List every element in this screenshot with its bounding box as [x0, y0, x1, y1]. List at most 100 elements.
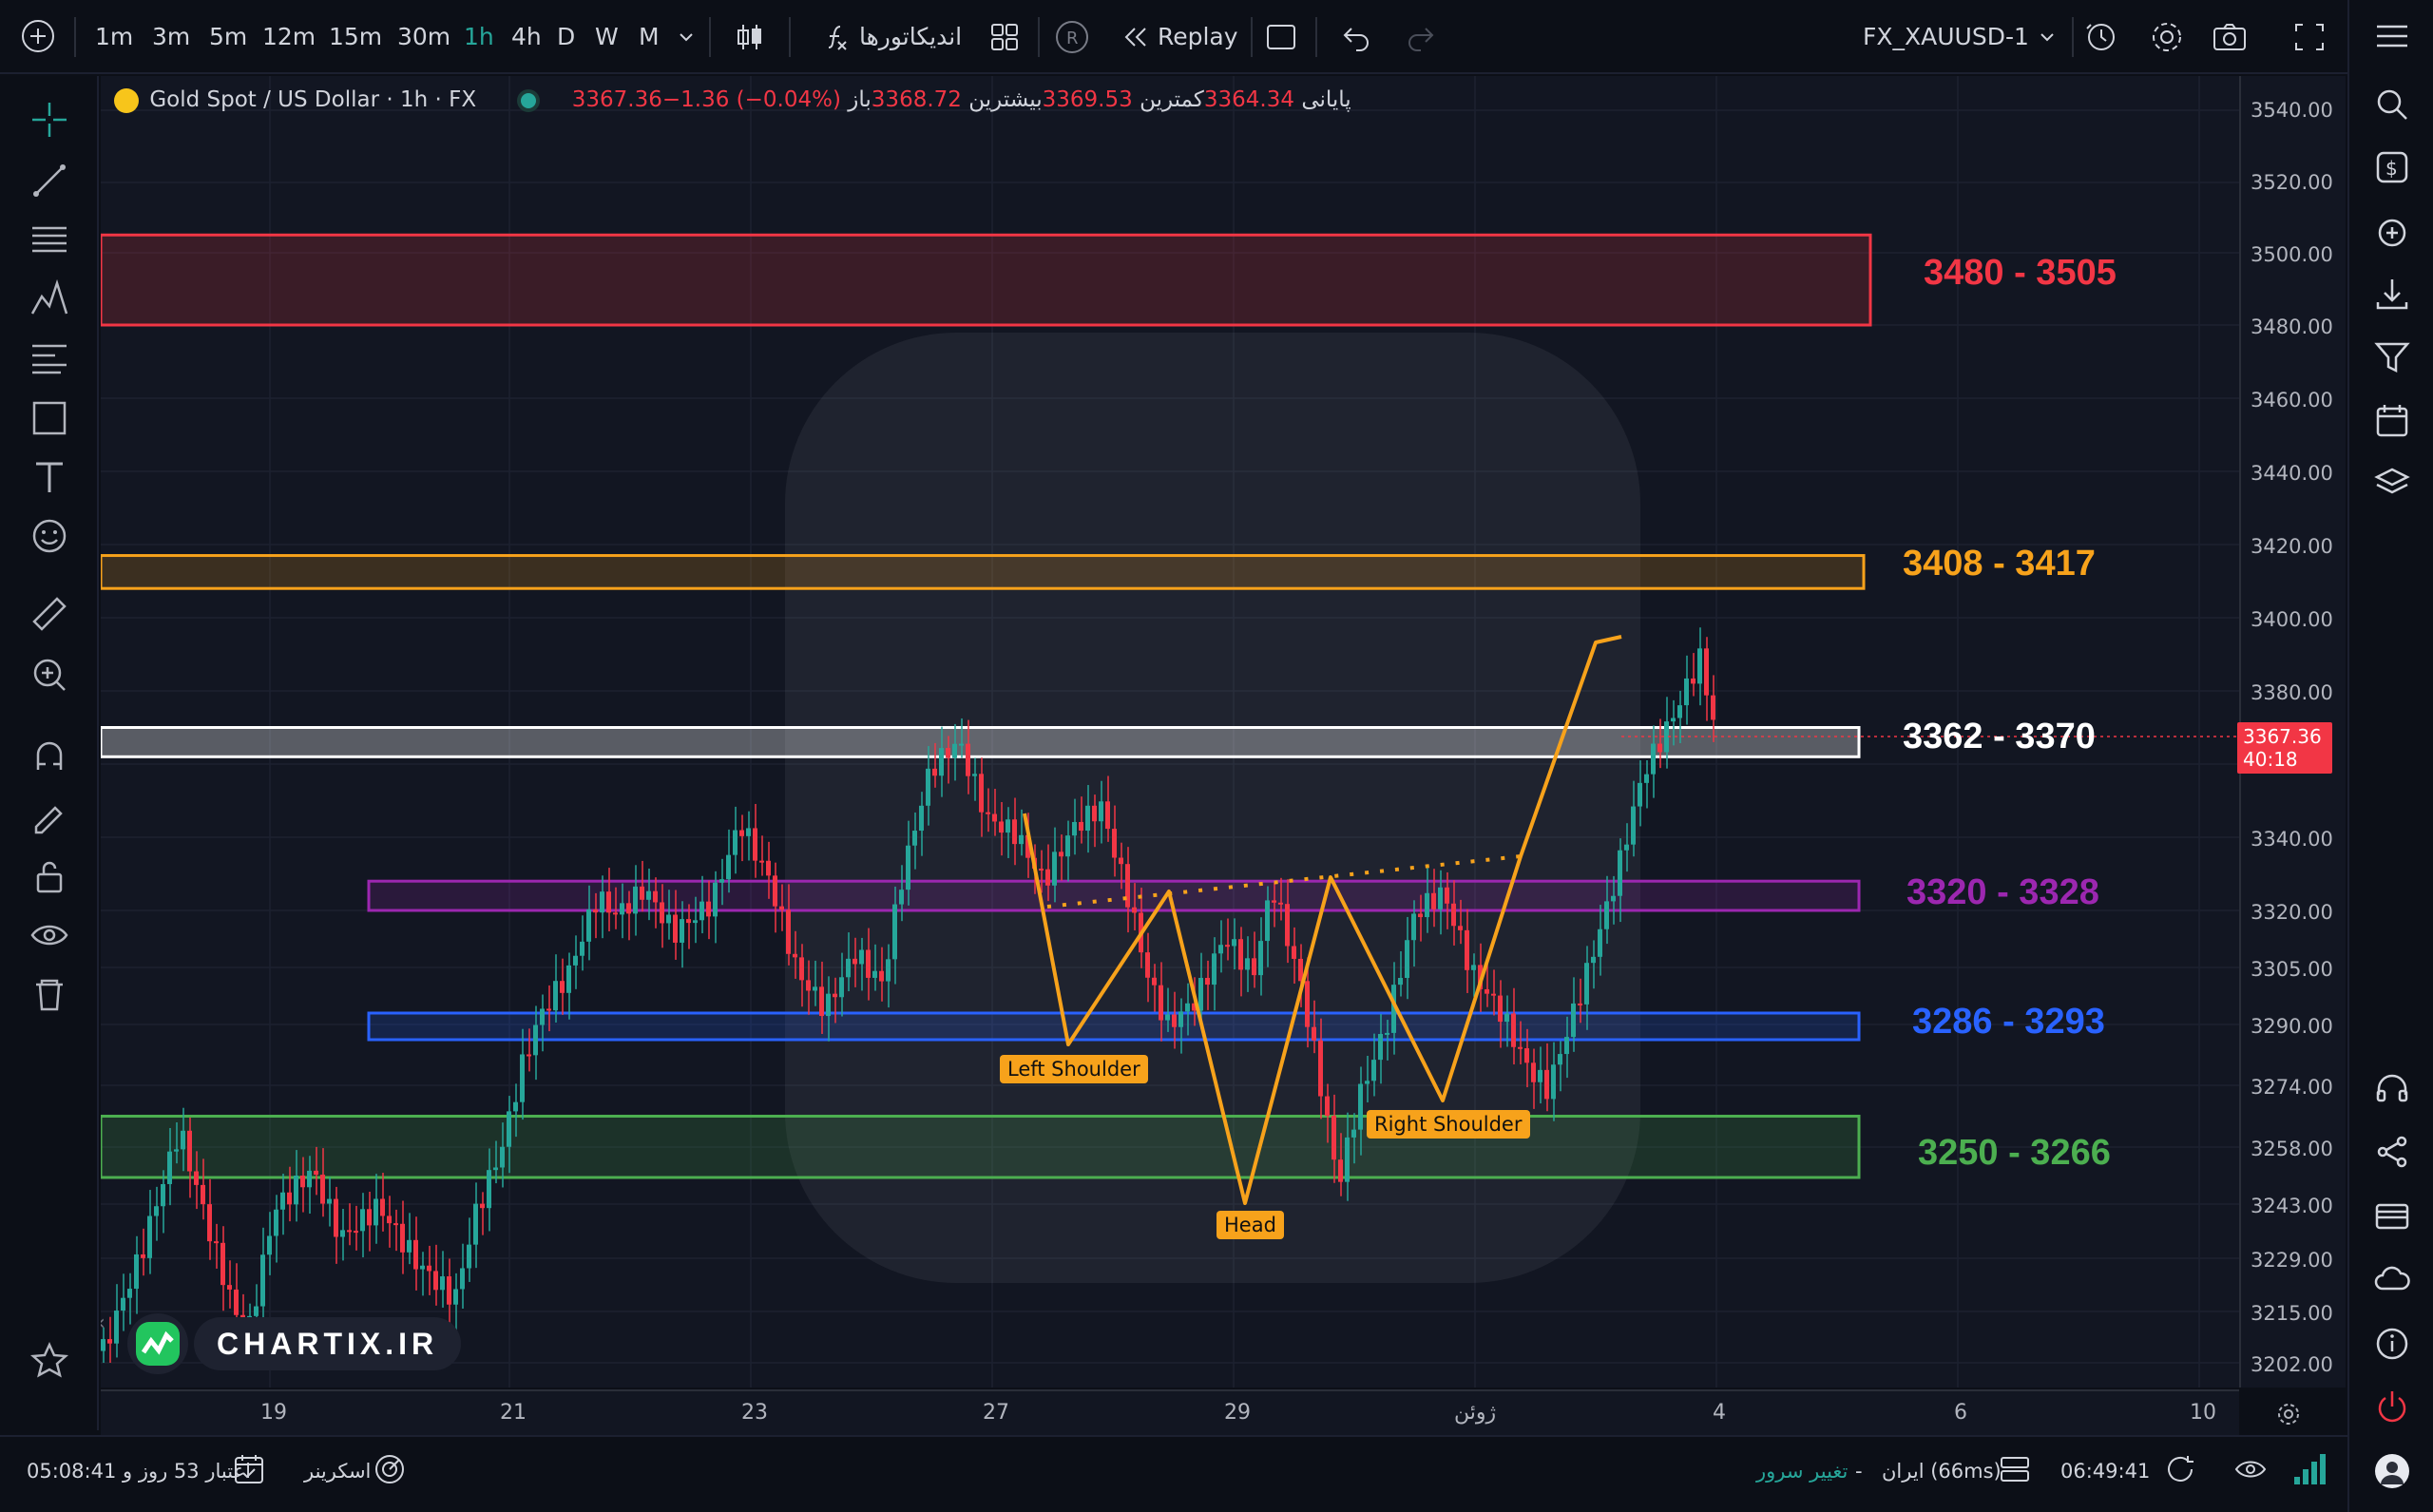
emoji-icon[interactable] [25, 511, 74, 561]
screener-label[interactable]: اسکرینر [304, 1460, 372, 1483]
candle-body [274, 1209, 278, 1236]
candle-body [154, 1206, 159, 1216]
fullscreen-icon[interactable] [2290, 17, 2328, 57]
cloud-icon[interactable] [2367, 1254, 2417, 1304]
separator-dash: - [1855, 1460, 1863, 1483]
candle-body [127, 1289, 132, 1298]
candle-body [287, 1192, 292, 1205]
text-tool-icon[interactable] [25, 452, 74, 502]
candle-body [1504, 1013, 1509, 1023]
alert-icon[interactable] [2083, 17, 2121, 57]
refresh-icon[interactable] [2163, 1452, 2197, 1486]
ruler-icon[interactable] [25, 589, 74, 639]
horizontal-lines-icon[interactable] [25, 215, 74, 264]
menu-hamburger-icon[interactable] [2367, 11, 2417, 61]
market-status-dot-icon [521, 92, 537, 108]
candle-body [1305, 981, 1310, 1027]
candle-body [706, 901, 711, 917]
candle-body [1225, 945, 1230, 947]
timeframe-1m[interactable]: 1m [95, 23, 134, 50]
favorites-star-icon[interactable] [25, 1336, 74, 1386]
crosshair-icon[interactable] [25, 95, 74, 144]
timeframe-dropdown-chevron-icon[interactable] [677, 17, 696, 57]
candle-body [1245, 958, 1250, 970]
eye-icon[interactable] [25, 910, 74, 960]
indicators-button[interactable]: اندیکاتورها [823, 17, 962, 57]
search-icon[interactable] [2367, 80, 2417, 129]
candle-body [340, 1230, 345, 1237]
server-icon[interactable] [1998, 1452, 2032, 1486]
candle-body [1351, 1129, 1356, 1138]
magnet-icon[interactable] [25, 732, 74, 781]
avatar[interactable] [2367, 1446, 2417, 1496]
timeframe-12m[interactable]: 12m [262, 23, 316, 50]
r-badge-icon[interactable]: R [1053, 17, 1091, 57]
replay-button[interactable]: Replay [1121, 17, 1238, 57]
candle-body [1618, 850, 1622, 896]
candle-body [267, 1235, 272, 1255]
candle-body [1125, 864, 1130, 908]
zoom-in-icon[interactable] [25, 650, 74, 699]
candle-body [1684, 678, 1689, 706]
price-chart[interactable] [101, 76, 2239, 1388]
chart-pane[interactable]: 3480 - 3505 3408 - 3417 3362 - 3370 3320… [101, 76, 2239, 1388]
symbol-selector[interactable]: FX_XAUUSD-1 [1863, 17, 2058, 57]
candle-body [1531, 1062, 1536, 1082]
unlock-icon[interactable] [25, 852, 74, 901]
share-icon[interactable] [2367, 1127, 2417, 1177]
candle-body [1132, 907, 1137, 913]
timeframe-d[interactable]: D [557, 23, 576, 50]
calendar-check-icon[interactable] [232, 1452, 266, 1486]
time-axis-label: 23 [741, 1401, 768, 1425]
undo-icon[interactable] [1340, 17, 1374, 57]
screener-radar-icon[interactable] [373, 1452, 407, 1486]
candle-body [420, 1265, 425, 1270]
lock-drawing-icon[interactable] [25, 791, 74, 840]
candle-body [520, 1054, 525, 1102]
timeframe-m[interactable]: M [639, 23, 660, 50]
rectangle-icon[interactable] [1264, 17, 1298, 57]
candle-body [540, 1008, 545, 1025]
fib-tool-icon[interactable] [25, 333, 74, 382]
support-headset-icon[interactable] [2367, 1064, 2417, 1114]
dollar-icon[interactable]: $ [2367, 143, 2417, 192]
axis-settings-gear-icon[interactable] [2275, 1401, 2302, 1427]
timeframe-3m[interactable]: 3m [152, 23, 191, 50]
redo-icon[interactable] [1403, 17, 1437, 57]
timeframe-4h[interactable]: 4h [511, 23, 542, 50]
info-icon[interactable] [2367, 1319, 2417, 1368]
timeframe-w[interactable]: W [595, 23, 619, 50]
filter-icon[interactable] [2367, 333, 2417, 382]
visibility-eye-icon[interactable] [2233, 1452, 2268, 1486]
candle-body [1385, 1032, 1389, 1035]
download-icon[interactable] [2367, 270, 2417, 319]
candle-body [899, 890, 904, 905]
add-symbol-icon[interactable] [19, 17, 57, 57]
add-alert-icon[interactable] [2367, 207, 2417, 257]
change-server-link[interactable]: تغییر سرور [1756, 1460, 1849, 1483]
separator [2072, 17, 2074, 57]
card-icon[interactable] [2367, 1192, 2417, 1241]
timeframe-30m[interactable]: 30m [397, 23, 451, 50]
pattern-tool-icon[interactable] [25, 274, 74, 323]
time-axis[interactable]: 19 21 23 27 29 ژوئن 4 6 10 [101, 1389, 2299, 1435]
layers-icon[interactable] [2367, 458, 2417, 507]
settings-gear-icon[interactable] [2148, 17, 2186, 57]
trend-line-icon[interactable] [25, 156, 74, 205]
candle-body [201, 1184, 205, 1205]
shape-rectangle-icon[interactable] [25, 393, 74, 443]
candle-body [1072, 821, 1077, 836]
timeframe-5m[interactable]: 5m [209, 23, 248, 50]
timeframe-1h[interactable]: 1h [464, 23, 494, 50]
zone-label-3250: 3250 - 3266 [1918, 1133, 2111, 1173]
power-icon[interactable] [2367, 1382, 2417, 1431]
layout-grid-icon[interactable] [988, 17, 1021, 57]
zone-box [101, 554, 1866, 590]
candle-body [986, 812, 990, 814]
calendar-icon[interactable] [2367, 395, 2417, 445]
camera-icon[interactable] [2211, 17, 2249, 57]
candle-type-icon[interactable] [734, 17, 766, 57]
timeframe-15m[interactable]: 15m [329, 23, 383, 50]
collapse-arrow-icon[interactable]: ‹ [101, 1311, 105, 1335]
trash-icon[interactable] [25, 969, 74, 1019]
